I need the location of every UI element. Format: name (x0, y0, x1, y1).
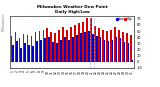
Bar (44, 38, 46, 62)
Bar (96, 36, 97, 62)
Bar (23, 34, 24, 62)
Bar (116, 37, 117, 62)
Text: Milwaukee: Milwaukee (2, 13, 6, 31)
Bar (112, 40, 113, 62)
Bar (76, 35, 78, 62)
Bar (64, 37, 66, 62)
Bar (35, 32, 36, 62)
Bar (39, 31, 40, 62)
Bar (19, 38, 20, 62)
Bar (98, 28, 100, 62)
Bar (94, 26, 96, 62)
Bar (52, 42, 54, 62)
Bar (122, 32, 124, 62)
Bar (118, 30, 120, 62)
Bar (11, 36, 12, 62)
Bar (82, 22, 84, 62)
Bar (86, 17, 88, 62)
Bar (47, 28, 48, 62)
Bar (62, 27, 64, 62)
Bar (43, 30, 44, 62)
Bar (84, 32, 86, 62)
Bar (60, 40, 62, 62)
Bar (114, 27, 116, 62)
Bar (90, 17, 92, 62)
Bar (78, 23, 80, 62)
Bar (56, 43, 58, 62)
Bar (100, 37, 101, 62)
Bar (36, 41, 38, 62)
Bar (48, 37, 50, 62)
Bar (68, 40, 70, 62)
Bar (102, 30, 104, 62)
Bar (66, 30, 68, 62)
Bar (128, 43, 129, 62)
Bar (32, 46, 34, 62)
Bar (132, 60, 133, 62)
Bar (80, 33, 82, 62)
Bar (31, 36, 32, 62)
Bar (28, 45, 30, 62)
Bar (20, 48, 22, 62)
Bar (108, 41, 109, 62)
Bar (58, 30, 60, 62)
Bar (15, 32, 16, 62)
Bar (24, 43, 26, 62)
Bar (126, 33, 128, 62)
Bar (50, 32, 52, 62)
Title: Milwaukee Weather Dew Point
Daily High/Low: Milwaukee Weather Dew Point Daily High/L… (37, 5, 107, 14)
Bar (120, 38, 121, 62)
Bar (130, 35, 132, 62)
Bar (92, 34, 94, 62)
Bar (12, 45, 14, 62)
Bar (16, 41, 18, 62)
Bar (88, 31, 90, 62)
Bar (54, 33, 56, 62)
Bar (70, 27, 72, 62)
Bar (72, 37, 74, 62)
Bar (106, 31, 108, 62)
Bar (124, 42, 125, 62)
Bar (104, 40, 105, 62)
Bar (40, 40, 42, 62)
Legend: Low, High: Low, High (116, 17, 133, 22)
Bar (27, 35, 28, 62)
Bar (74, 25, 76, 62)
Bar (110, 30, 112, 62)
